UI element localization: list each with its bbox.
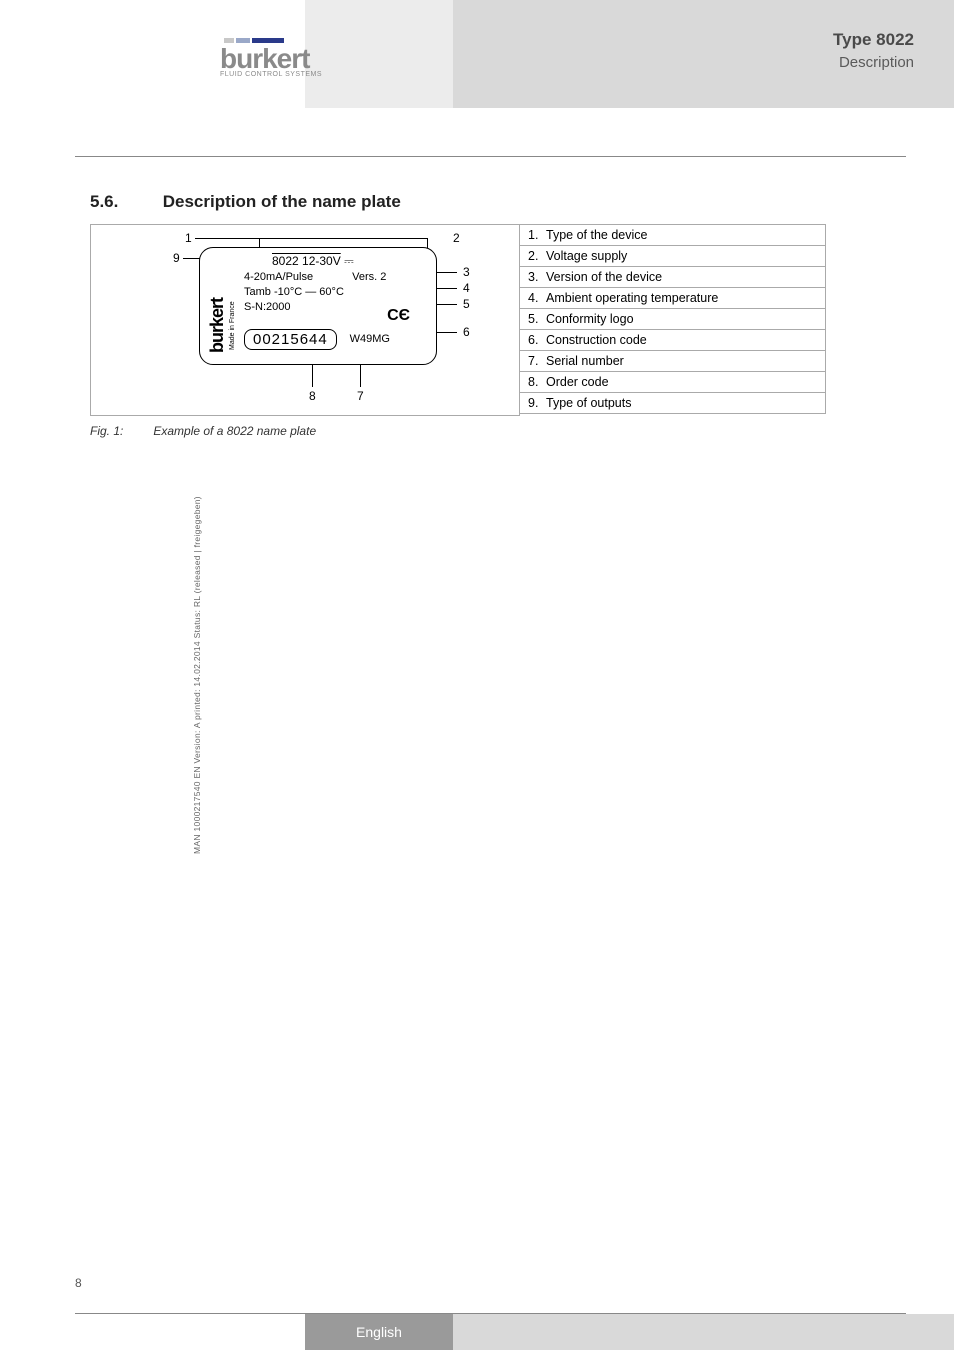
legend-row: 8.Order code — [520, 372, 825, 393]
nameplate-brand: burkert — [207, 298, 228, 353]
callout-line-1 — [195, 238, 427, 239]
page-number: 8 — [75, 1276, 82, 1290]
callout-5: 5 — [463, 297, 470, 311]
footer: English — [0, 1314, 954, 1350]
logo-text: burkert — [220, 46, 330, 71]
type-label: Type 8022 — [453, 30, 914, 50]
ce-mark-icon: ϹЄ — [387, 307, 410, 325]
nameplate-tamb: Tamb -10°C — 60°C — [244, 286, 344, 298]
legend-row: 1.Type of the device — [520, 225, 825, 246]
header-right: Type 8022 Description — [453, 0, 954, 108]
nameplate-dc-icon: ⎓ — [344, 254, 354, 268]
footer-lang: English — [305, 1314, 453, 1350]
nameplate-wcode: W49MG — [350, 333, 390, 345]
footer-right — [453, 1314, 954, 1350]
figure-label: Fig. 1: — [90, 424, 150, 438]
callout-3: 3 — [463, 265, 470, 279]
logo: burkert FLUID CONTROL SYSTEMS — [220, 38, 330, 78]
diagram-cell: 1 2 9 3 4 5 6 7 8 8022 12-30V ⎓ — [90, 224, 520, 416]
legend-row: 4.Ambient operating temperature — [520, 288, 825, 309]
callout-line-8 — [312, 365, 313, 387]
nameplate-made: Made in France — [229, 301, 236, 350]
nameplate-model: 8022 12-30V — [272, 254, 341, 268]
nameplate-output-row: 4-20mA/Pulse Vers. 2 — [244, 271, 386, 283]
callout-1: 1 — [185, 231, 192, 245]
description-label: Description — [453, 54, 914, 71]
nameplate: 8022 12-30V ⎓ burkert Made in France 4-2… — [199, 247, 437, 365]
legend-row: 5.Conformity logo — [520, 309, 825, 330]
section-title: Description of the name plate — [163, 192, 401, 211]
nameplate-line1: 8022 12-30V ⎓ — [272, 254, 354, 269]
header: Type 8022 Description — [0, 0, 954, 108]
legend-row: 9.Type of outputs — [520, 393, 825, 413]
nameplate-sn: S-N:2000 — [244, 301, 290, 313]
section-number: 5.6. — [90, 192, 158, 212]
legend: 1.Type of the device 2.Voltage supply 3.… — [520, 224, 826, 414]
nameplate-body: burkert Made in France 4-20mA/Pulse Vers… — [212, 271, 424, 354]
logo-subtext: FLUID CONTROL SYSTEMS — [220, 71, 330, 78]
section-heading: 5.6. Description of the name plate — [90, 192, 401, 212]
callout-2: 2 — [453, 231, 460, 245]
footer-left — [0, 1314, 305, 1350]
callout-6: 6 — [463, 325, 470, 339]
callout-line-7 — [360, 365, 361, 387]
figure-text: Example of a 8022 name plate — [153, 424, 316, 438]
callout-9: 9 — [173, 251, 180, 265]
nameplate-serial: 00215644 — [244, 329, 337, 350]
callout-8: 8 — [309, 389, 316, 403]
legend-row: 7.Serial number — [520, 351, 825, 372]
legend-row: 3.Version of the device — [520, 267, 825, 288]
side-meta-text: MAN 1000217540 EN Version: A printed: 14… — [192, 496, 202, 854]
legend-row: 6.Construction code — [520, 330, 825, 351]
nameplate-version: Vers. 2 — [352, 271, 386, 283]
header-rule — [75, 156, 906, 157]
legend-row: 2.Voltage supply — [520, 246, 825, 267]
callout-4: 4 — [463, 281, 470, 295]
nameplate-output: 4-20mA/Pulse — [244, 271, 313, 283]
callout-7: 7 — [357, 389, 364, 403]
figure-caption: Fig. 1: Example of a 8022 name plate — [90, 424, 316, 438]
content-row: 1 2 9 3 4 5 6 7 8 8022 12-30V ⎓ — [90, 224, 826, 416]
